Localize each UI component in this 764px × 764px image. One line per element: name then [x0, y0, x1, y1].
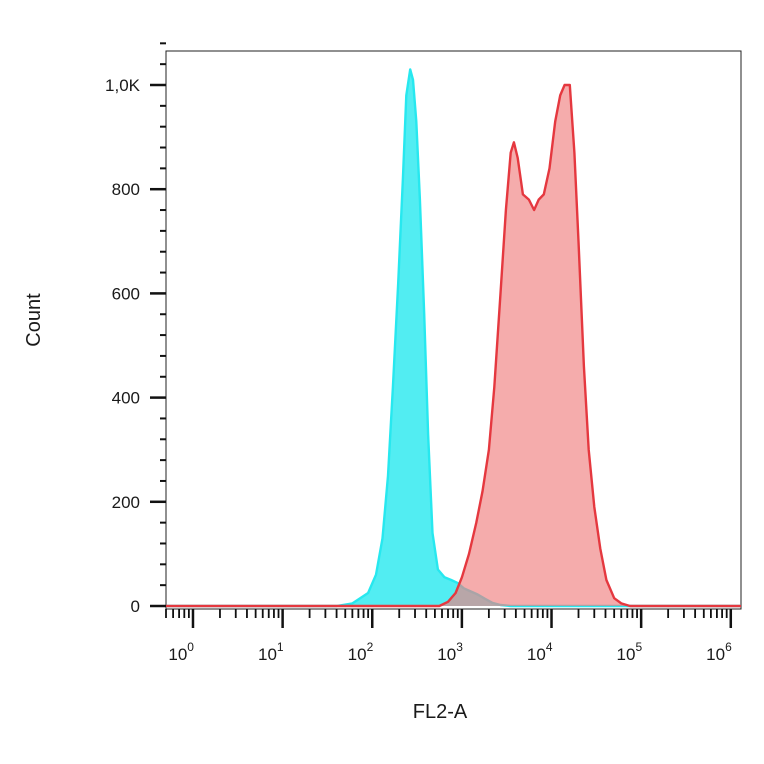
y-axis-title: Count	[23, 293, 45, 347]
y-tick-label: 400	[112, 389, 140, 408]
series-2-line	[166, 83, 741, 608]
x-axis: 100 101 102 103 104 105 106	[165, 609, 732, 664]
y-axis: 0 200 400 600 800 1,0K	[105, 42, 166, 616]
x-tick-label: 105	[617, 640, 643, 664]
x-tick-label: 101	[258, 640, 284, 664]
y-tick-label: 600	[112, 284, 140, 303]
x-axis-title: FL2-A	[413, 701, 468, 723]
y-tick-label: 800	[112, 180, 140, 199]
y-tick-label: 1,0K	[105, 76, 141, 95]
plot-frame	[165, 50, 742, 610]
x-tick-label: 106	[706, 640, 732, 664]
x-tick-label: 102	[348, 640, 374, 664]
x-tick-label: 104	[527, 640, 553, 664]
series-layer	[166, 68, 741, 608]
y-tick-label: 200	[112, 493, 140, 512]
x-tick-label: 100	[168, 640, 194, 664]
x-tick-label: 103	[437, 640, 463, 664]
y-tick-label: 0	[131, 597, 140, 616]
